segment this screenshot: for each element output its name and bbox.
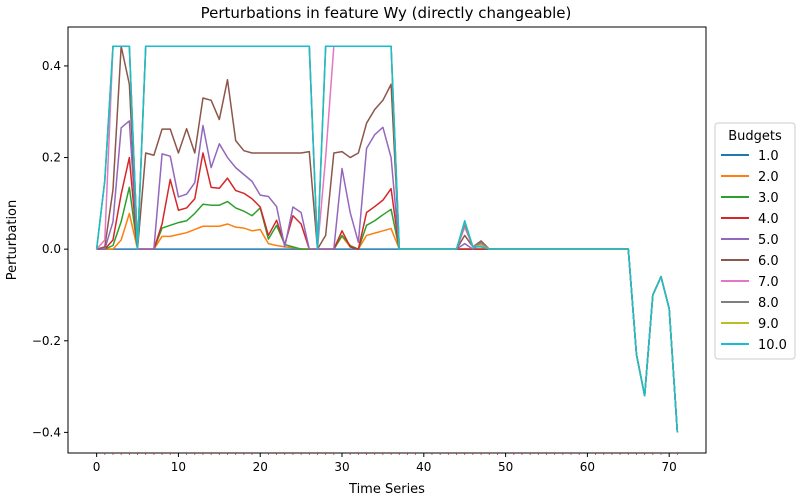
series-layer — [95, 45, 679, 433]
y-tick-label: 0.4 — [42, 59, 61, 73]
legend-label-7.0: 7.0 — [758, 275, 779, 290]
y-axis-label: Perturbation — [5, 200, 20, 281]
x-axis: 0 10 20 30 40 50 60 70 — [93, 453, 678, 474]
legend-label-3.0: 3.0 — [758, 191, 779, 206]
series-line-3.0 — [96, 186, 679, 433]
legend-label-2.0: 2.0 — [758, 170, 779, 185]
x-tick-label: 50 — [498, 460, 513, 474]
x-tick-label: 60 — [580, 460, 595, 474]
series-line-9.0 — [95, 45, 679, 433]
y-axis: −0.4 −0.2 0.0 0.2 0.4 — [32, 59, 68, 439]
legend-title: Budgets — [728, 129, 782, 144]
series-line-8.0 — [95, 45, 679, 433]
legend: Budgets 1.0 2.0 3.0 4.0 5.0 6.0 7.0 8.0 9.0 10.0 — [714, 122, 796, 360]
x-tick-label: 20 — [253, 460, 268, 474]
y-tick-label: 0.2 — [42, 151, 61, 165]
y-tick-label: 0.0 — [42, 242, 61, 256]
x-tick-label: 10 — [171, 460, 186, 474]
y-tick-label: −0.4 — [32, 425, 61, 439]
series-line-7.0 — [96, 45, 679, 433]
y-tick-label: −0.2 — [32, 334, 61, 348]
legend-label-9.0: 9.0 — [758, 317, 779, 332]
legend-label-10.0: 10.0 — [758, 338, 787, 353]
series-line-6.0 — [96, 45, 679, 433]
legend-label-1.0: 1.0 — [758, 149, 779, 164]
legend-box — [714, 122, 796, 360]
x-tick-label: 0 — [93, 460, 101, 474]
x-tick-label: 70 — [662, 460, 677, 474]
plot-frame — [67, 26, 707, 454]
x-axis-label: Time Series — [348, 482, 425, 497]
legend-label-6.0: 6.0 — [758, 254, 779, 269]
series-line-10.0 — [95, 45, 679, 433]
legend-label-5.0: 5.0 — [758, 233, 779, 248]
chart-title: Perturbations in feature Wy (directly ch… — [201, 4, 572, 22]
legend-label-8.0: 8.0 — [758, 296, 779, 311]
legend-label-4.0: 4.0 — [758, 212, 779, 227]
x-tick-label: 30 — [334, 460, 349, 474]
series-line-1.0 — [96, 248, 679, 433]
series-line-2.0 — [96, 212, 679, 433]
x-tick-label: 40 — [416, 460, 431, 474]
series-line-5.0 — [96, 120, 679, 433]
